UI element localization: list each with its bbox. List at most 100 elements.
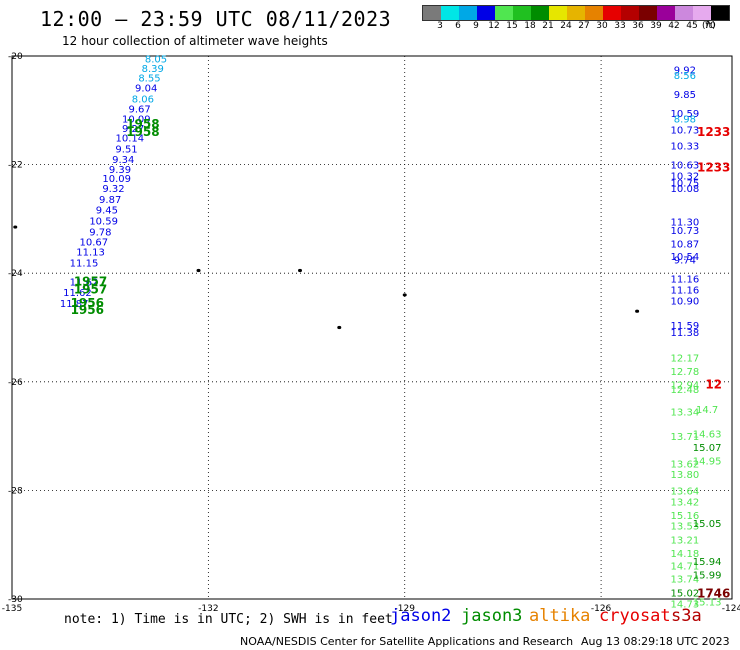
wave-height-label: 9.45 [96,206,118,217]
color-scale-swatch [639,6,657,20]
color-scale-swatch [603,6,621,20]
color-scale-label: 21 [542,21,554,31]
island-marker [298,268,302,273]
wave-height-label: 10.73 [671,226,700,237]
wave-height-label: 1233 [697,160,730,174]
color-scale-swatch [585,6,603,20]
wave-height-label: 9.27 [122,124,144,135]
y-tick-label: -22 [8,161,23,171]
wave-height-label: 10.67 [79,238,108,249]
color-scale-unit: (ft) [702,21,716,31]
wave-height-label: 10.09 [122,114,151,125]
wave-height-label: 12.17 [671,353,700,364]
wave-height-label: 10.63 [671,161,700,172]
wave-height-label: 12.94 [671,381,700,392]
wave-height-label: 11.16 [671,285,700,296]
wave-height-label: 8.56 [674,71,696,82]
wave-height-label: 14.95 [693,457,722,468]
color-scale-label: 9 [473,21,479,31]
color-scale-swatch [621,6,639,20]
wave-height-label: 9.74 [674,256,696,267]
island-marker [13,225,18,229]
y-tick-label: -28 [8,486,23,496]
color-scale-swatch [441,6,459,20]
wave-height-label: 8.39 [142,64,164,75]
color-scale-swatch [693,6,711,20]
wave-height-label: 1233 [697,125,730,139]
wave-height-label: 11.16 [671,275,700,286]
wave-height-label: 13.80 [671,470,700,481]
wave-height-label: 10.75 [671,179,700,190]
wave-height-label: 12.78 [671,367,700,378]
color-scale-label: 39 [650,21,662,31]
wave-height-label: 15.07 [693,443,722,454]
x-tick-label: -126 [591,604,612,614]
wave-height-label: 11.62 [63,288,92,299]
wave-height-label: 12 [705,378,722,392]
color-scale-label: 42 [668,21,680,31]
wave-height-label: 11.13 [76,247,105,258]
color-scale-label: 24 [560,21,572,31]
wave-height-label: 12.48 [671,385,700,396]
color-scale-swatch [531,6,549,20]
wave-height-label: 14.73 [671,599,700,610]
color-scale-label: 70 [704,21,716,31]
wave-height-label: 15.99 [693,571,722,582]
wave-height-label: 15.94 [693,557,722,568]
wave-height-label: 11.87 [60,299,89,310]
wave-height-label: 14.7 [696,405,718,416]
legend-altika: altika [529,606,591,626]
island-marker [402,293,407,297]
color-scale-swatch [477,6,495,20]
wave-height-label: 9.92 [674,66,696,77]
color-scale-label: 45 [686,21,698,31]
legend-s3a: s3a [671,606,702,626]
island-marker [635,309,640,313]
color-scale-swatch [513,6,531,20]
wave-height-label: 1956 [71,303,104,317]
wave-height-label: 9.51 [115,144,137,155]
legend-cryosat: cryosat [599,606,671,626]
x-tick-label: -132 [198,604,218,614]
color-scale-swatch [495,6,513,20]
wave-height-label: 8.55 [138,74,160,85]
wave-height-label: 15.13 [693,598,722,609]
wave-height-label: 10.33 [671,142,700,153]
wave-height-label: 8.06 [132,94,154,105]
wave-height-label: 13.53 [671,522,700,533]
color-scale-swatch [675,6,693,20]
color-scale-label: 33 [614,21,626,31]
wave-height-label: 8.98 [674,114,696,125]
island-marker [337,325,342,330]
wave-height-label: 14.18 [671,549,700,560]
y-tick-label: -20 [8,52,23,62]
color-scale-label: 15 [506,21,518,31]
wave-height-label: 10.73 [671,125,700,136]
wave-height-label: 9.34 [112,155,134,166]
wave-height-label: 15.16 [671,511,700,522]
wave-height-label: 13.71 [671,432,700,443]
wave-height-label: 10.59 [89,217,118,228]
chart-subtitle: 12 hour collection of altimeter wave hei… [62,34,328,48]
generated-timestamp: Aug 13 08:29:18 UTC 2023 [581,635,730,648]
wave-height-label: 10.90 [671,296,700,307]
wave-height-label: 13.42 [671,497,700,508]
wave-height-label: 11.30 [671,218,700,229]
color-scale-label: 3 [437,21,443,31]
color-scale-label: 6 [455,21,461,31]
wave-height-label: 11.59 [671,321,700,332]
wave-height-label: 11.62 [70,277,99,288]
wave-height-label: 1958 [126,125,159,139]
color-scale [422,5,730,21]
wave-height-label: 10.87 [671,239,700,250]
footer-note: note: 1) Time is in UTC; 2) SWH is in fe… [64,612,393,627]
color-scale-label: 27 [578,21,590,31]
wave-height-label: 9.04 [135,83,157,94]
wave-height-label: 10.14 [115,133,144,144]
wave-height-label: 15.05 [693,519,722,530]
wave-height-label: 14.71 [671,561,700,572]
wave-height-label: 10.09 [102,174,131,185]
wave-height-label: 9.78 [89,227,111,238]
wave-height-label: 1957 [74,282,107,296]
